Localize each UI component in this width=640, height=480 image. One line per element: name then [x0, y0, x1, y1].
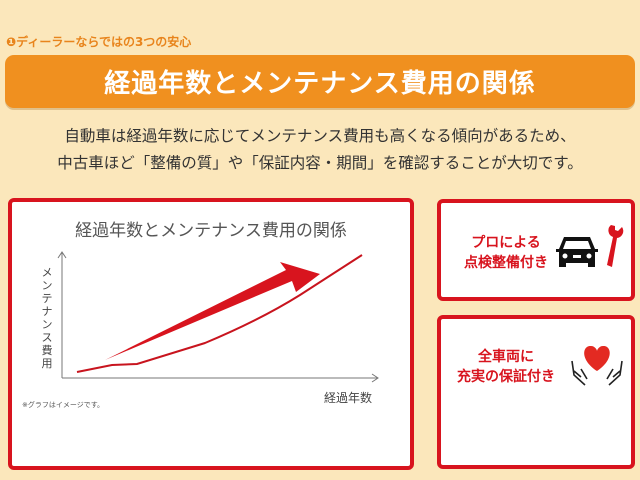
lead-text-line-1: 自動車は経過年数に応じてメンテナンス費用も高くなる傾向があるため、	[64, 127, 576, 145]
section-subheading: ❶ディーラーならではの3つの安心	[6, 35, 192, 49]
wrench-icon	[607, 225, 624, 267]
x-axis	[62, 373, 379, 383]
cost-curve	[76, 254, 363, 373]
feature-card-warranty: 全車両に 充実の保証付き	[437, 315, 635, 469]
graph-note: ※グラフはイメージです。	[22, 401, 105, 409]
feature-text-line-2: 点検整備付き	[464, 255, 548, 271]
feature-card-inspection: プロによる 点検整備付き	[437, 199, 635, 301]
page-title-banner: 経過年数とメンテナンス費用の関係	[5, 55, 635, 108]
feature-text-line-1: プロによる	[471, 235, 541, 251]
graph-card: 経過年数とメンテナンス費用の関係	[8, 198, 414, 470]
rising-arrow-icon	[105, 262, 320, 360]
axes	[57, 251, 379, 383]
y-axis-label: メンテナンス費用	[41, 266, 53, 370]
y-axis	[57, 251, 67, 378]
feature-text-line-2: 充実の保証付き	[457, 369, 555, 385]
car-icon	[556, 237, 598, 267]
x-axis-label: 経過年数	[324, 391, 373, 405]
heart-hands-icon	[571, 345, 623, 386]
feature-text-line-1: 全車両に	[478, 349, 534, 365]
lead-text-line-2: 中古車ほど「整備の質」や「保証内容・期間」を確認することが大切です。	[57, 154, 583, 172]
graph-title: 経過年数とメンテナンス費用の関係	[75, 221, 347, 241]
